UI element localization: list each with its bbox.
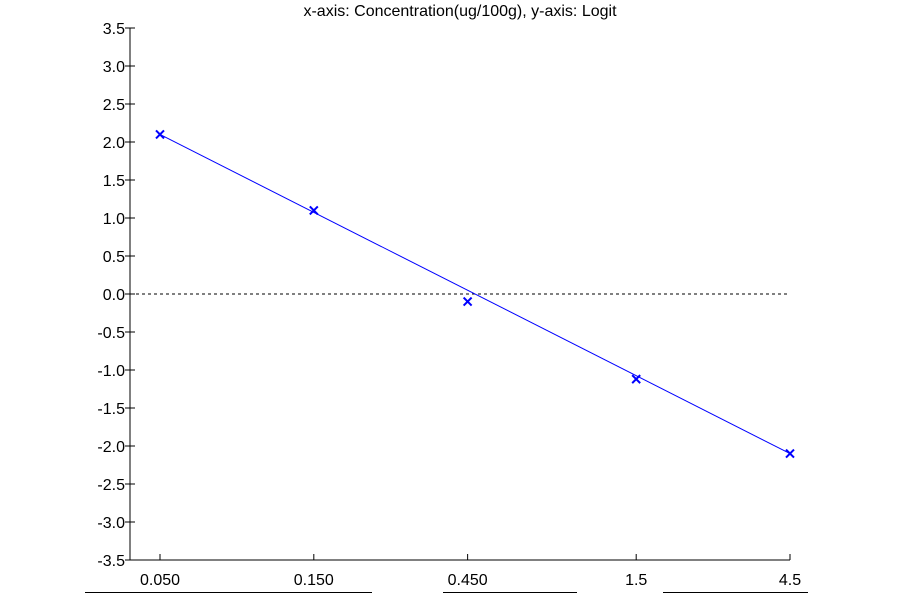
y-tick-label: -1.0 [97, 363, 125, 380]
y-tick-label: 3.5 [103, 21, 125, 38]
y-axis-ticks: 3.5 3.0 2.5 2.0 1.5 1.0 0.5 0.0 -0.5 -1.0 -1.5 -2.0… [97, 21, 135, 570]
data-point [462, 296, 473, 307]
x-tick-label: 4.5 [779, 572, 801, 589]
y-tick-label: -2.0 [97, 439, 125, 456]
y-tick-label: 0.5 [103, 249, 125, 266]
x-tick-label: 0.050 [140, 572, 180, 589]
fit-line [159, 133, 791, 455]
data-points [155, 129, 795, 459]
y-tick-label: 1.0 [103, 211, 125, 228]
y-tick-label: -3.0 [97, 515, 125, 532]
y-tick-label: 0.0 [103, 287, 125, 304]
data-point [155, 129, 165, 140]
y-tick-label: 2.0 [103, 135, 125, 152]
x-tick-label: 0.450 [448, 572, 488, 589]
x-axis-ticks: 0.050 0.150 0.450 1.5 4.5 [140, 554, 801, 589]
y-tick-label: 1.5 [103, 173, 125, 190]
y-tick-label: -3.5 [97, 553, 125, 570]
data-point [785, 448, 795, 459]
data-point [631, 374, 641, 384]
x-tick-label: 0.150 [294, 572, 334, 589]
y-tick-label: -2.5 [97, 477, 125, 494]
y-tick-label: 3.0 [103, 59, 125, 76]
regression-line [159, 133, 791, 455]
y-tick-label: 2.5 [103, 97, 125, 114]
y-tick-label: -1.5 [97, 401, 125, 418]
data-point [309, 205, 319, 216]
y-tick-label: -0.5 [97, 325, 125, 342]
x-tick-label: 1.5 [625, 572, 647, 589]
chart-title: x-axis: Concentration(ug/100g), y-axis: … [303, 3, 617, 20]
